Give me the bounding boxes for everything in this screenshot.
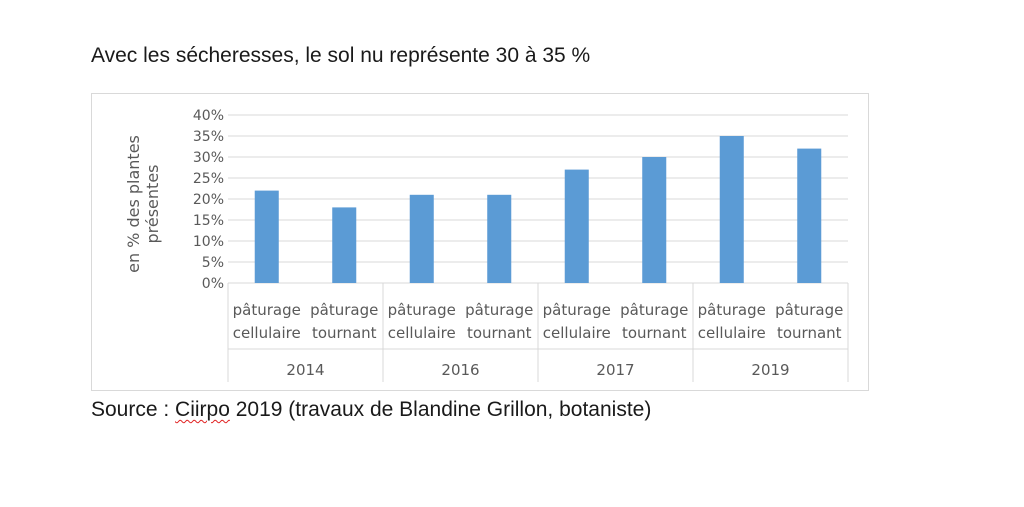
- x-category-label: pâturage: [233, 301, 301, 319]
- x-category-label: pâturage: [698, 301, 766, 319]
- y-tick-label: 35%: [193, 129, 224, 145]
- source-note: Source : Ciirpo 2019 (travaux de Blandin…: [91, 398, 651, 422]
- x-group-label: 2019: [751, 361, 789, 379]
- bar: [254, 190, 279, 283]
- x-category-label: cellulaire: [698, 324, 766, 342]
- y-tick-label: 0%: [202, 276, 224, 292]
- bar: [719, 136, 744, 283]
- y-tick-label: 40%: [193, 108, 224, 124]
- x-category-label: tournant: [467, 324, 532, 342]
- x-category-label: tournant: [312, 324, 377, 342]
- x-category-label: tournant: [777, 324, 842, 342]
- x-group-label: 2014: [286, 361, 324, 379]
- x-category-label: pâturage: [465, 301, 533, 319]
- chart-heading: Avec les sécheresses, le sol nu représen…: [91, 44, 591, 67]
- x-category-label: tournant: [622, 324, 687, 342]
- x-category-label: cellulaire: [543, 324, 611, 342]
- x-group-label: 2017: [596, 361, 634, 379]
- bar: [332, 207, 357, 283]
- x-category-label: cellulaire: [233, 324, 301, 342]
- bar: [564, 169, 589, 283]
- y-tick-label: 5%: [202, 255, 224, 271]
- y-tick-label: 20%: [193, 192, 224, 208]
- x-category-label: pâturage: [775, 301, 843, 319]
- source-org: Ciirpo: [175, 398, 230, 421]
- y-tick-label: 15%: [193, 213, 224, 229]
- bar-chart: 0% 5% 10% 15% 20% 25% 30% 35% 40% en % des plante…: [124, 108, 849, 382]
- x-group-label: 2016: [441, 361, 479, 379]
- y-tick-label: 25%: [193, 171, 224, 187]
- chart-frame: 0% 5% 10% 15% 20% 25% 30% 35% 40% en % des plante…: [91, 93, 869, 391]
- y-axis-label: en % des plantesprésentes: [124, 135, 162, 273]
- source-rest: 2019 (travaux de Blandine Grillon, botan…: [229, 398, 652, 421]
- x-category-label: pâturage: [620, 301, 688, 319]
- x-category-label: pâturage: [310, 301, 378, 319]
- bar: [487, 194, 512, 283]
- x-category-label: pâturage: [543, 301, 611, 319]
- y-tick-label: 30%: [193, 150, 224, 166]
- x-category-label: cellulaire: [388, 324, 456, 342]
- bar: [409, 194, 434, 283]
- y-tick-label: 10%: [193, 234, 224, 250]
- bar: [642, 157, 667, 283]
- x-category-label: pâturage: [388, 301, 456, 319]
- source-prefix: Source :: [91, 398, 176, 421]
- bar: [797, 148, 822, 283]
